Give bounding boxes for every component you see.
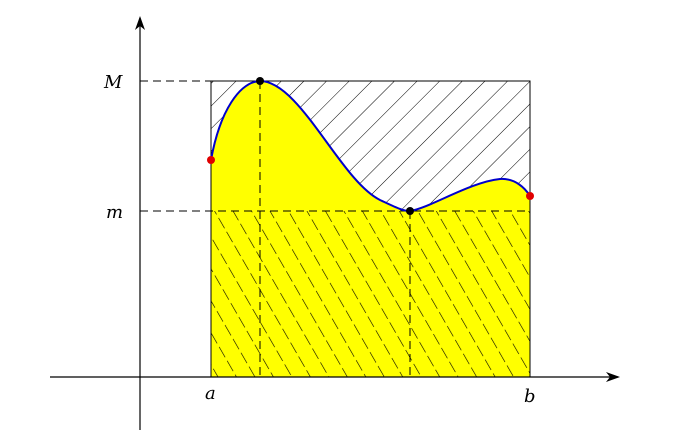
label-m: m xyxy=(106,202,123,223)
maximum-dot xyxy=(256,77,264,85)
label-a: a xyxy=(205,383,216,404)
lower-hatched-rectangle xyxy=(211,211,530,377)
label-M: M xyxy=(103,72,123,93)
label-b: b xyxy=(524,386,536,407)
endpoint-a-dot xyxy=(207,156,215,164)
minimum-dot xyxy=(406,207,414,215)
endpoint-b-dot xyxy=(526,192,534,200)
function-curve xyxy=(210,79,531,213)
upper-hatched-region xyxy=(211,81,530,212)
